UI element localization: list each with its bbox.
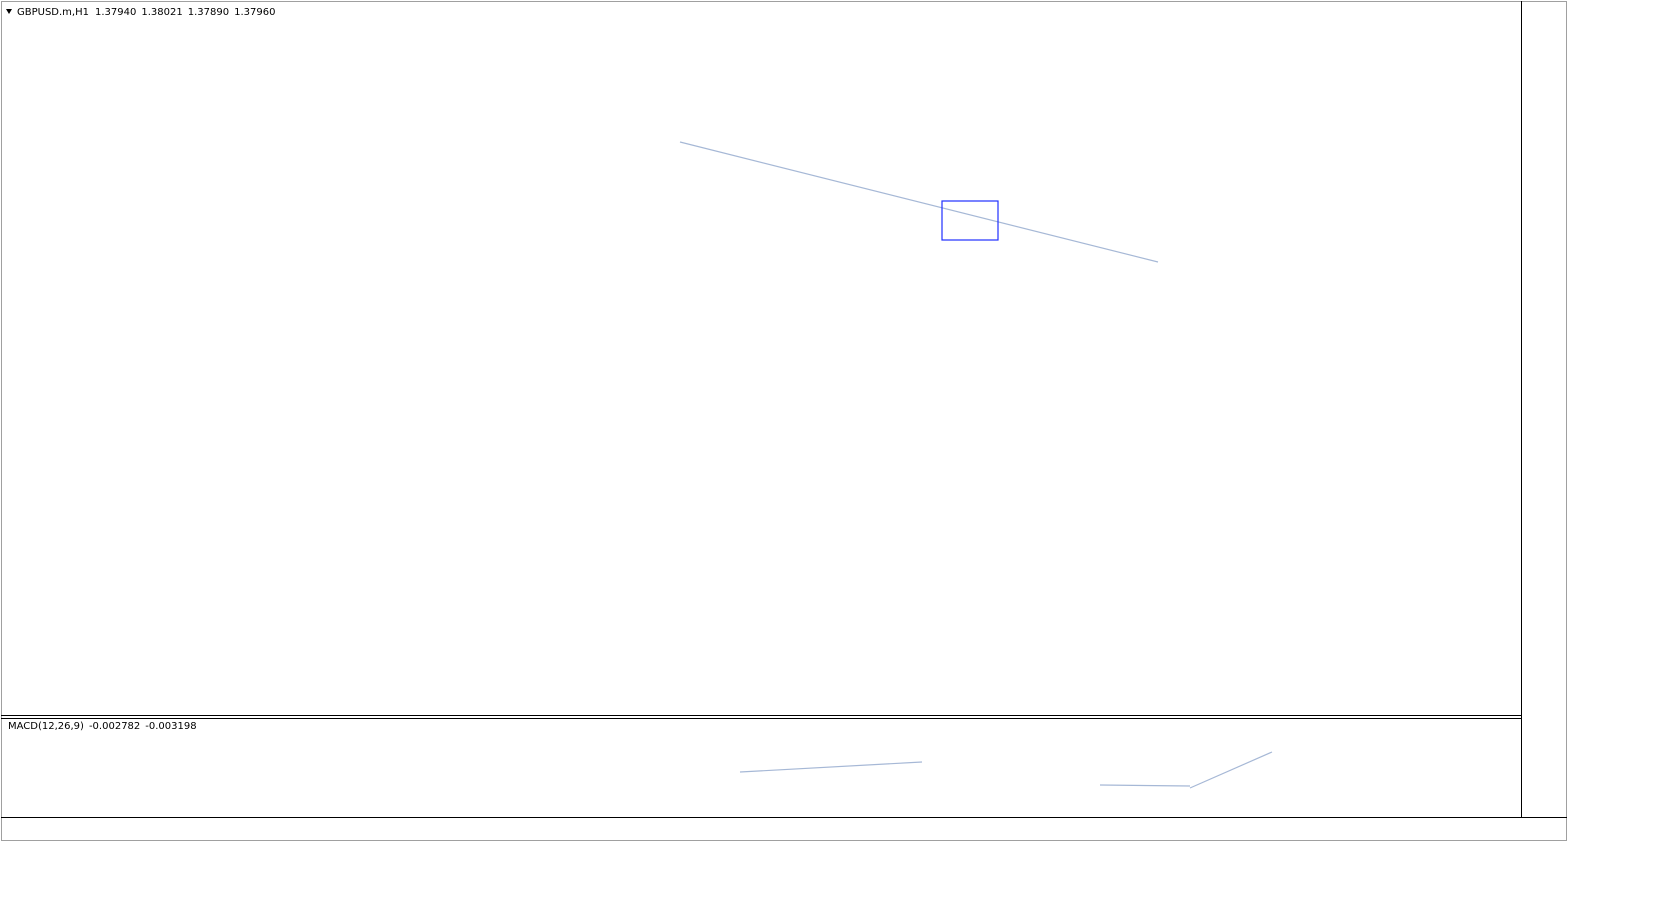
frame (1, 1, 1567, 841)
menu-icon (6, 9, 12, 14)
header-open: 1.37940 (95, 7, 136, 18)
macd-main-value: -0.002782 (89, 721, 140, 732)
trend-line (679, 141, 1159, 263)
macd-title: MACD(12,26,9) (8, 721, 84, 732)
macd-header: MACD(12,26,9) -0.002782 -0.003198 (8, 721, 197, 732)
chart-header: GBPUSD.m,H1 1.37940 1.38021 1.37890 1.37960 (17, 7, 275, 18)
symbol: GBPUSD.m,H1 (17, 7, 89, 18)
macd-signal-value: -0.003198 (145, 721, 196, 732)
header-high: 1.38021 (141, 7, 182, 18)
macd-trend-line (739, 761, 923, 773)
range-box (941, 200, 999, 241)
header-close: 1.37960 (234, 7, 275, 18)
macd-trend-line (1099, 784, 1191, 787)
header-low: 1.37890 (188, 7, 229, 18)
annotations (679, 141, 1273, 789)
macd-trend-line (1189, 751, 1273, 789)
